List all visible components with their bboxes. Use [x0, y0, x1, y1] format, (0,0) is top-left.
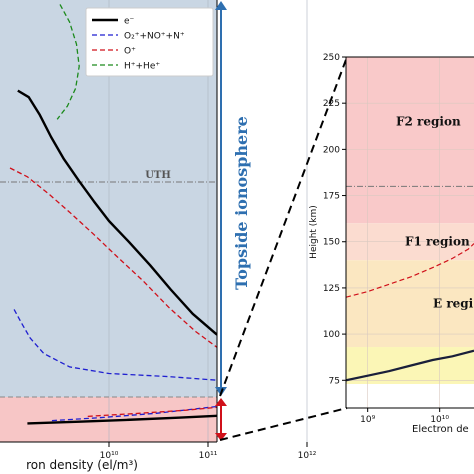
- region-label-1: F1 region: [405, 235, 470, 249]
- series-line-oxygen-ion: [9, 167, 217, 418]
- right-y-tick-label: 75: [329, 376, 340, 386]
- topside-arrow-head-up: [215, 1, 227, 10]
- right-y-tick-label: 175: [323, 192, 340, 202]
- series-line-electron: [17, 89, 217, 425]
- right-y-tick-label: 100: [323, 330, 340, 340]
- right-series: [346, 243, 474, 382]
- right-x-tick-label: 10⁹: [360, 415, 375, 425]
- right-y-axis-label: Height (km): [309, 205, 319, 259]
- right-y-tick-label: 225: [323, 99, 340, 109]
- legend-entries: e⁻ O₂⁺+NO⁺+N⁺ O⁺ H⁺+He⁺: [92, 17, 185, 72]
- series-line-light-ions: [56, 4, 80, 120]
- left-x-tick-label: 10¹²: [298, 451, 317, 461]
- bottomside-arrow-head-down: [215, 433, 227, 441]
- region-band-2: [346, 260, 474, 348]
- left-x-ticks: 10¹⁰ 10¹¹ 10¹²: [100, 442, 317, 461]
- region-label-0: F2 region: [396, 115, 461, 129]
- legend-box: [85, 7, 214, 77]
- left-panel: UTH 10¹⁰ 10¹¹ 10¹² ron density (el/m³) e⁻ O…: [0, 0, 317, 472]
- region-band-0: [346, 57, 474, 224]
- legend-label-light-ions: H⁺+He⁺: [124, 62, 160, 72]
- right-y-tick-label: 150: [323, 238, 340, 248]
- bottomside-arrow-head-up: [215, 398, 227, 406]
- series-line-molecular-ions: [13, 309, 217, 422]
- legend: e⁻ O₂⁺+NO⁺+N⁺ O⁺ H⁺+He⁺: [85, 7, 214, 77]
- right-series-line-electron: [346, 349, 474, 382]
- right-y-tick-label: 125: [323, 284, 340, 294]
- right-y-ticks: 75 100 125 150 175 200 225 250: [323, 53, 346, 386]
- left-x-tick-label: 10¹⁰: [100, 451, 119, 461]
- legend-label-oxygen-ion: O⁺: [124, 47, 136, 57]
- right-x-ticks: 10⁹ 10¹⁰: [360, 408, 449, 425]
- zoom-connector-top: [219, 56, 348, 397]
- right-region-bands: [346, 57, 474, 384]
- legend-label-molecular-ions: O₂⁺+NO⁺+N⁺: [124, 32, 185, 42]
- left-x-tick-label: 10¹¹: [199, 451, 218, 461]
- right-x-tick-label: 10¹⁰: [430, 415, 449, 425]
- uth-label: UTH: [145, 170, 171, 181]
- zoom-connector-bottom: [219, 407, 348, 441]
- right-panel: F2 region F1 region E regi 75 100 125 150 175 2…: [309, 53, 474, 435]
- topside-ionosphere-label: Topside ionosphere: [232, 116, 251, 290]
- right-region-labels: F2 region F1 region E regi: [396, 115, 474, 311]
- left-series: [9, 4, 217, 425]
- right-series-line-oxygen-ion: [346, 243, 474, 298]
- legend-label-electron: e⁻: [124, 17, 135, 27]
- region-label-2: E regi: [433, 297, 474, 311]
- left-x-axis-label: ron density (el/m³): [26, 458, 138, 472]
- right-x-axis-label: Electron de: [412, 424, 469, 435]
- right-y-tick-label: 250: [323, 53, 340, 63]
- right-y-tick-label: 200: [323, 145, 340, 155]
